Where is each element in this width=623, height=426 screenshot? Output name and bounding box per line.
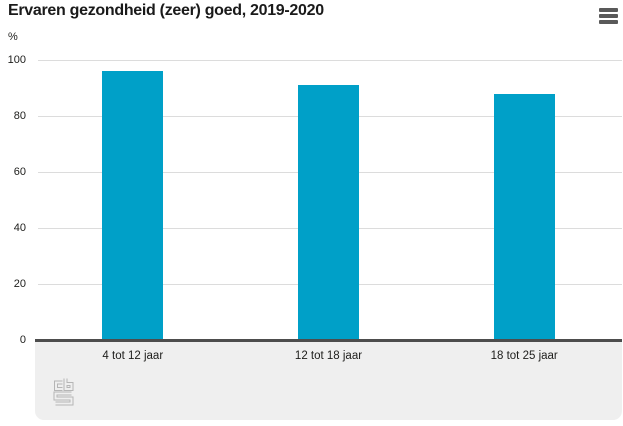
hamburger-bar xyxy=(599,8,618,12)
x-category-label: 4 tot 12 jaar xyxy=(102,350,164,362)
bar-18-tot-25-jaar[interactable] xyxy=(493,93,555,342)
footer-band xyxy=(35,342,622,420)
x-axis-line xyxy=(35,339,622,342)
x-category-label: 18 tot 25 jaar xyxy=(490,350,558,362)
y-tick-label: 20 xyxy=(13,277,26,290)
hamburger-bar xyxy=(599,14,618,18)
y-tick-label: 40 xyxy=(13,221,26,234)
chart-title: Ervaren gezondheid (zeer) goed, 2019-202… xyxy=(8,2,324,19)
y-tick-label: 0 xyxy=(19,334,26,346)
hamburger-menu-icon[interactable] xyxy=(599,8,618,26)
x-category-label: 12 tot 18 jaar xyxy=(294,350,363,362)
y-axis-unit-label: % xyxy=(8,31,18,43)
y-tick-label: 60 xyxy=(13,165,26,178)
y-tick-label: 80 xyxy=(13,109,26,122)
bar-12-tot-18-jaar[interactable] xyxy=(298,85,359,342)
bar-4-tot-12-jaar[interactable] xyxy=(102,71,164,342)
y-tick-label: 100 xyxy=(7,53,26,66)
y-gridline xyxy=(38,60,622,61)
hamburger-bar xyxy=(599,20,618,24)
cbs-logo-icon xyxy=(53,378,74,406)
